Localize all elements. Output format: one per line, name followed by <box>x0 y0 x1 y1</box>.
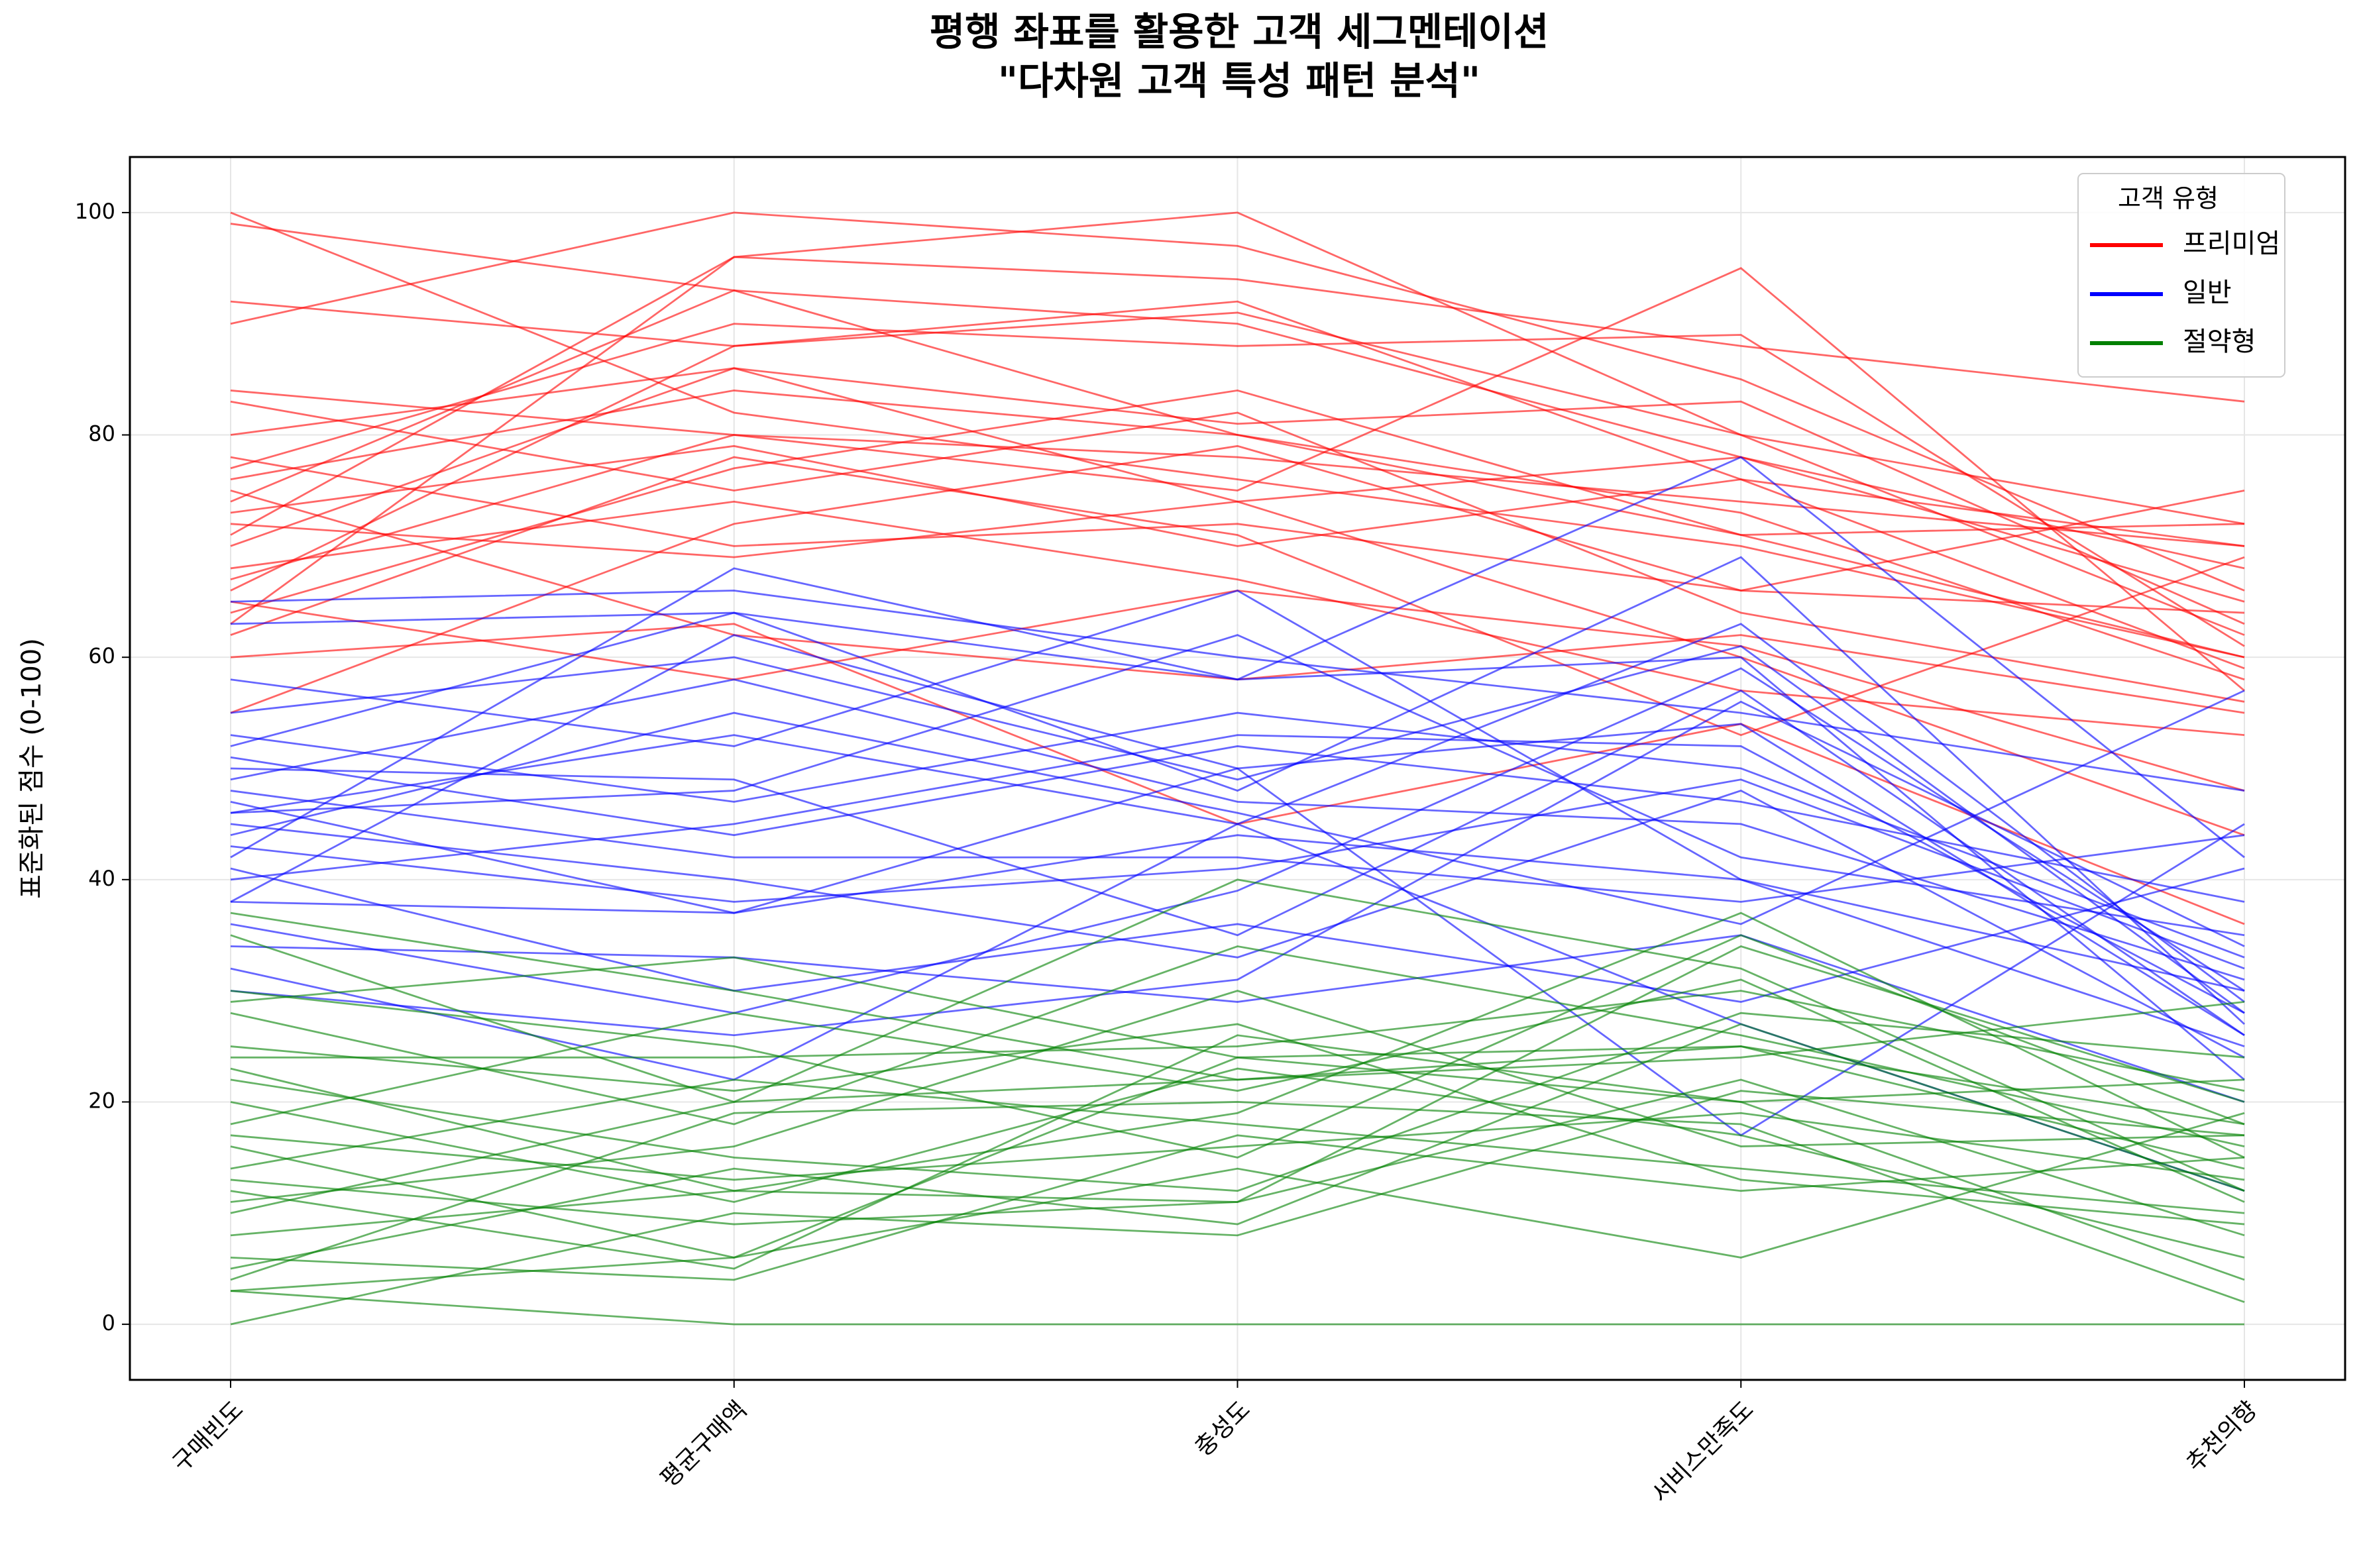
profile-line <box>230 1101 2245 1303</box>
profile-line <box>230 978 2245 1203</box>
profile-line <box>230 689 2245 1036</box>
profile-line <box>230 500 2245 837</box>
profile-line <box>230 300 2245 592</box>
legend-label: 프리미엄 <box>2183 229 2280 259</box>
profile-line <box>230 1078 2245 1237</box>
profile-line <box>230 912 2245 1192</box>
profile-line <box>230 444 2245 714</box>
profile-line <box>230 323 2245 647</box>
legend-box <box>2077 173 2285 378</box>
y-tick-label: 20 <box>88 1088 115 1113</box>
y-tick-label: 60 <box>88 643 115 668</box>
legend-label: 절약형 <box>2183 327 2256 357</box>
profile-line <box>230 1034 2245 1281</box>
profile-line <box>230 1001 2245 1214</box>
profile-line <box>230 990 2245 1203</box>
profile-line <box>230 211 2245 536</box>
y-tick-label: 40 <box>88 866 115 891</box>
profile-line <box>230 456 2245 737</box>
profile-line <box>230 790 2245 1059</box>
profile-line <box>230 256 2245 625</box>
profile-line <box>230 778 2245 970</box>
profile-line <box>230 1090 2245 1326</box>
legend-title: 고객 유형 <box>2118 184 2219 213</box>
profile-line <box>230 867 2245 1003</box>
profile-line <box>230 634 2245 937</box>
y-tick-label: 80 <box>88 421 115 446</box>
profile-line <box>230 1023 2245 1270</box>
profile-line <box>230 1045 2245 1259</box>
profile-line <box>230 690 2245 925</box>
y-tick-label: 0 <box>102 1310 115 1335</box>
profile-line <box>230 267 2245 692</box>
profile-line <box>230 834 2245 1047</box>
x-tick-label: 평균구매액 <box>655 1396 752 1492</box>
x-tick-label: 추천의향 <box>2181 1396 2263 1477</box>
profile-line <box>230 556 2245 1025</box>
plot-frame <box>129 156 2346 1381</box>
profile-line <box>230 667 2245 1014</box>
profile-line <box>230 211 2245 592</box>
profile-line <box>230 567 2245 1080</box>
legend-label: 일반 <box>2183 278 2232 308</box>
profile-line <box>230 1290 2244 1326</box>
profile-line <box>230 734 2245 1014</box>
chart-subtitle: "다차원 고객 특성 패턴 분석" <box>998 58 1480 103</box>
profile-line <box>230 678 2245 981</box>
profile-line <box>230 500 2245 737</box>
x-tick-label: 구매빈도 <box>168 1396 249 1477</box>
profile-line <box>230 711 2245 959</box>
profile-line <box>230 700 2245 1037</box>
y-axis-label: 표준화된 점수 (0-100) <box>17 638 47 899</box>
profile-line <box>230 1112 2245 1292</box>
profile-line <box>230 1023 2245 1226</box>
profile-line <box>230 211 2245 658</box>
chart-title: 평행 좌표를 활용한 고객 세그멘테이션 <box>930 9 1549 54</box>
profile-line <box>230 390 2245 536</box>
profile-line <box>230 444 2245 670</box>
profile-line <box>230 934 2245 1103</box>
x-tick-label: 충성도 <box>1190 1396 1256 1461</box>
profile-line <box>230 400 2245 703</box>
profile-line <box>231 990 2245 1092</box>
profile-line <box>230 878 2245 1192</box>
profile-line <box>230 645 2245 1014</box>
profile-line <box>230 1012 2245 1192</box>
profile-line <box>230 634 2245 1137</box>
profile-line <box>230 1134 2245 1281</box>
profile-line <box>230 590 2245 792</box>
x-tick-label: 서비스만족도 <box>1647 1396 1759 1508</box>
y-tick-label: 100 <box>75 199 115 224</box>
profile-line <box>230 289 2245 603</box>
